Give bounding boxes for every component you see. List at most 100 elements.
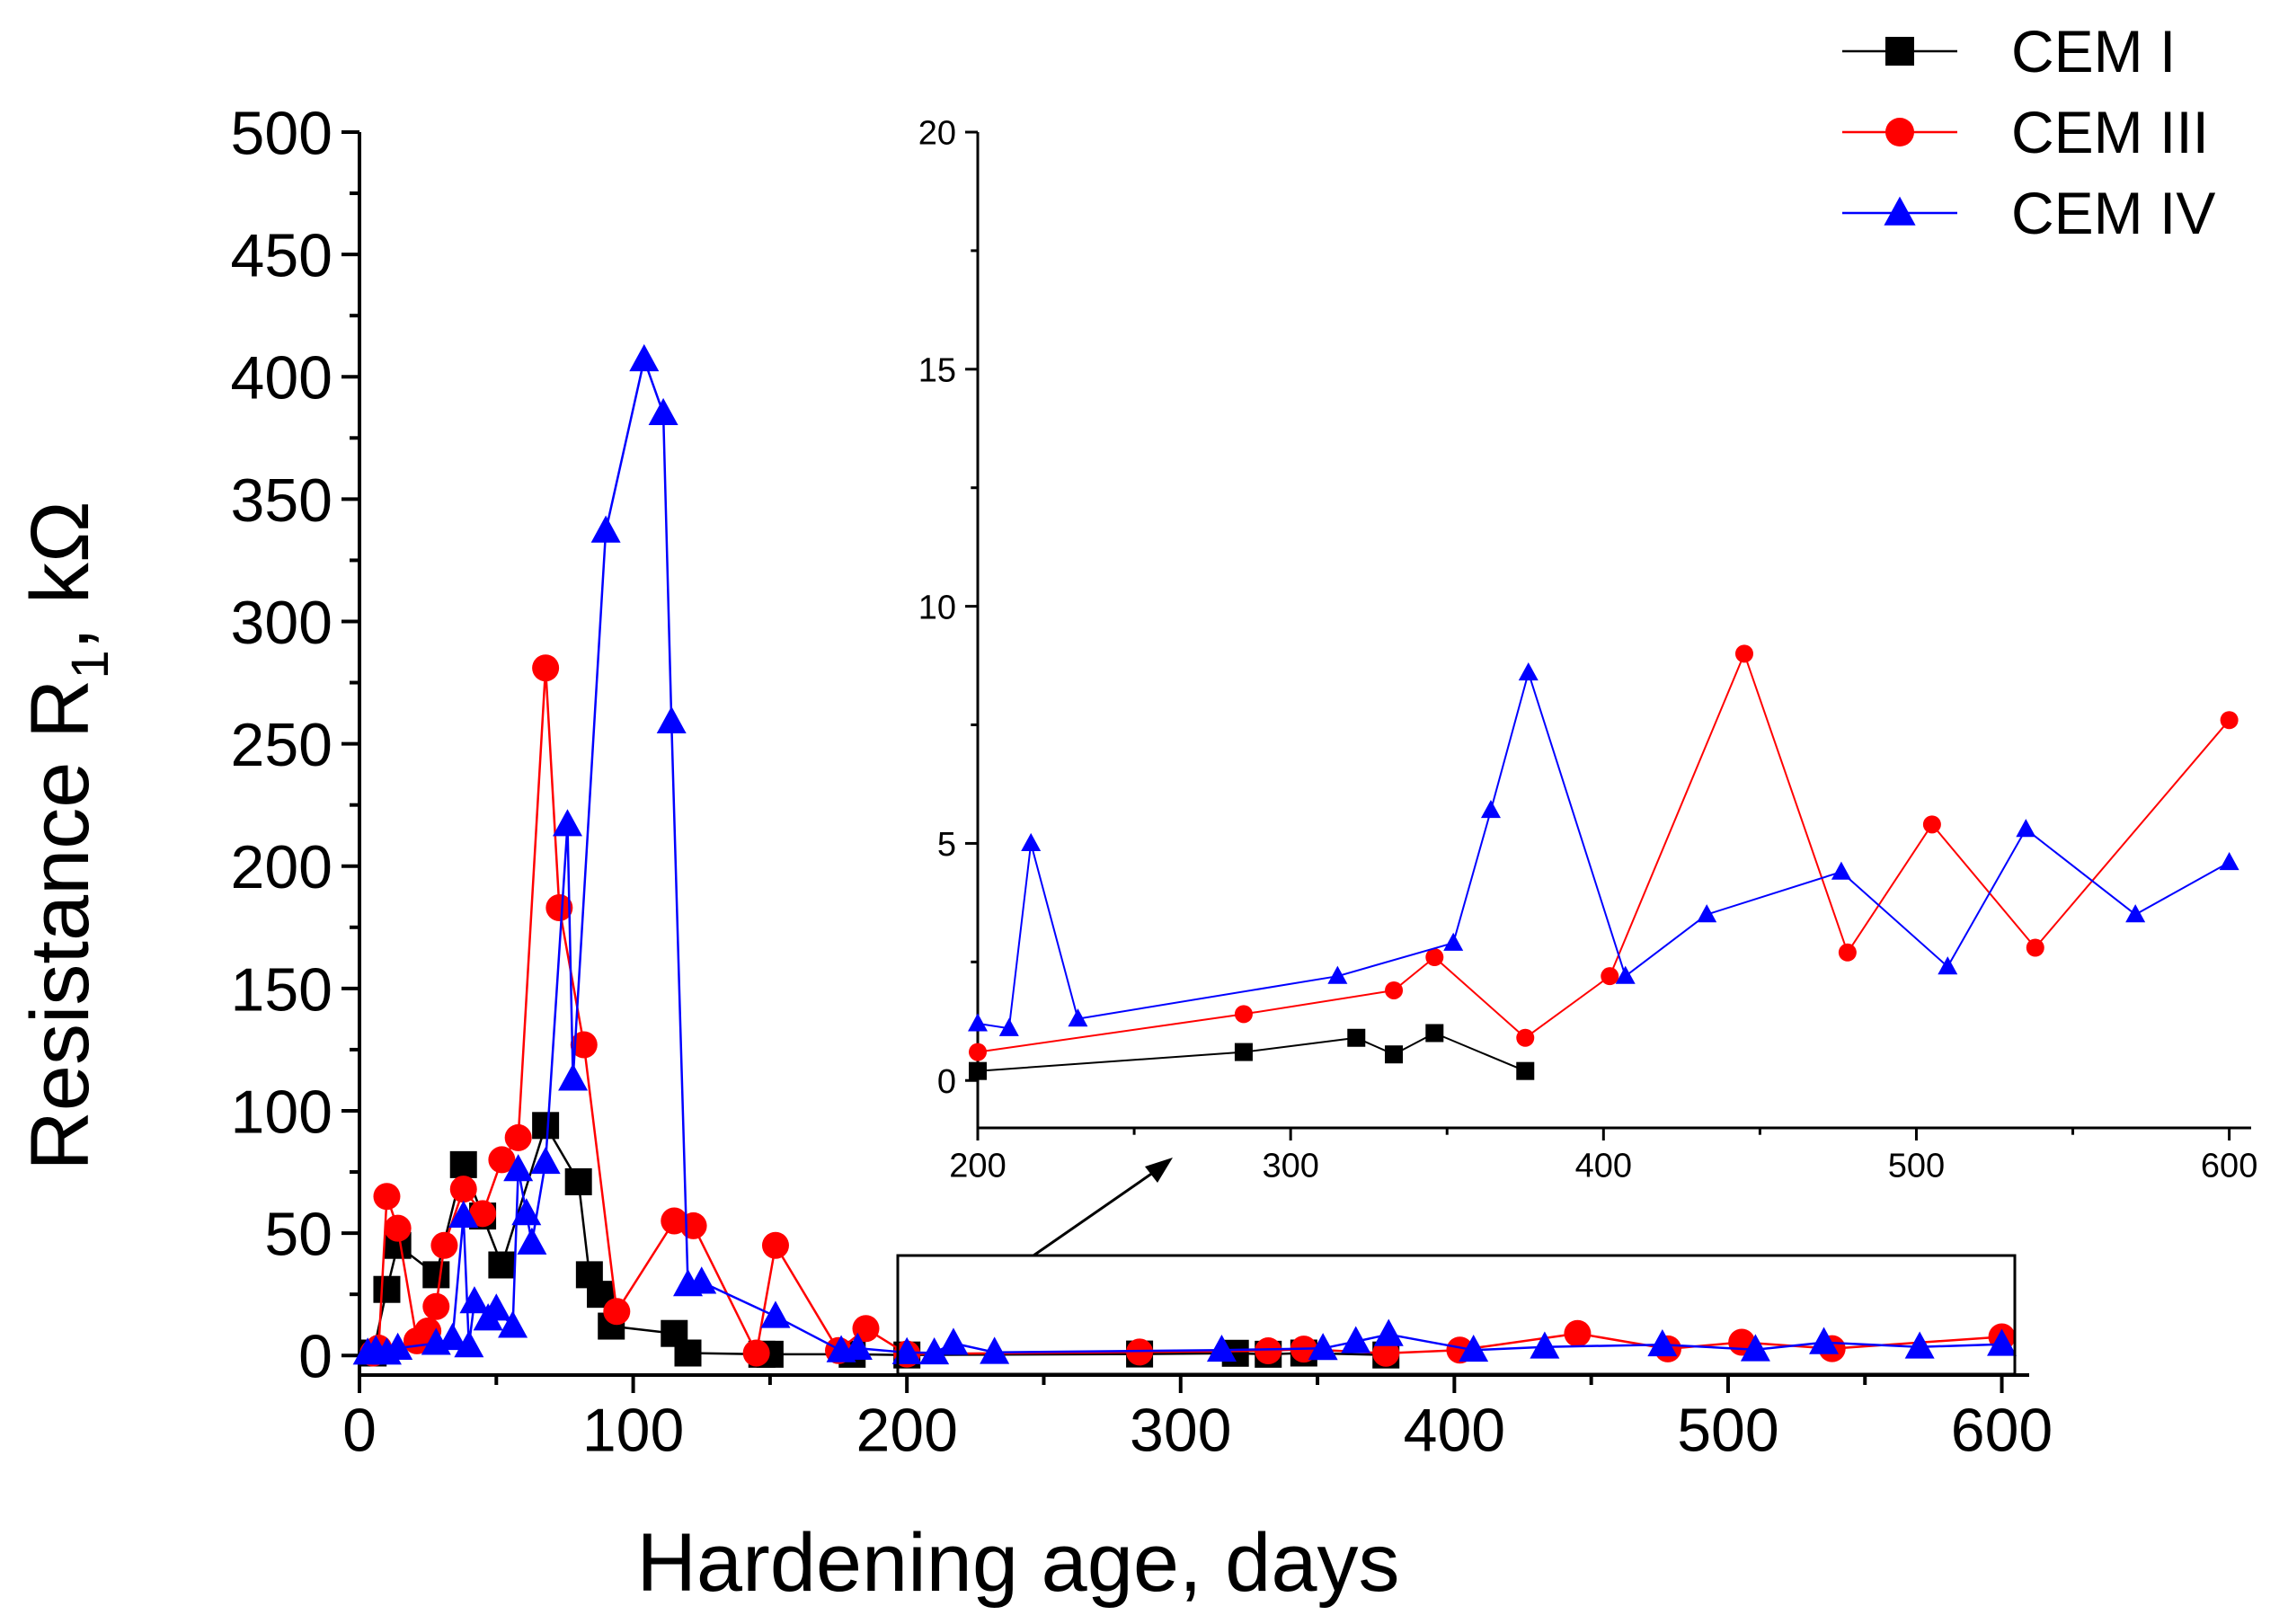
inset-point-cem-iv <box>968 1013 988 1032</box>
main-point-cem-iii <box>422 1292 450 1320</box>
main-point-cem-iv <box>459 1286 490 1314</box>
zoom-arrow-head <box>1145 1158 1173 1183</box>
inset-point-cem-iv <box>1518 661 1539 681</box>
inset-y-tick-label: 0 <box>937 1063 956 1101</box>
main-point-cem-i <box>422 1261 450 1289</box>
main-point-cem-iv <box>1809 1327 1840 1354</box>
inset-point-cem-iv <box>1938 956 1958 975</box>
inset-point-cem-i <box>1385 1045 1404 1064</box>
legend-marker-cem-iii <box>1885 118 1914 146</box>
inset-point-cem-iii <box>1516 1028 1535 1047</box>
main-point-cem-iii <box>430 1231 458 1259</box>
main-y-tick-label: 200 <box>231 833 333 901</box>
inset-x-tick-label: 300 <box>1262 1147 1318 1185</box>
main-series-cem-iv <box>352 343 2018 1365</box>
inset-series-cem-iv <box>968 661 2239 1036</box>
inset-point-cem-iv <box>998 1017 1019 1036</box>
main-point-cem-iv <box>552 809 582 837</box>
main-point-cem-iv <box>511 1198 542 1226</box>
main-point-cem-iv <box>1987 1328 2018 1356</box>
main-y-tick-label: 50 <box>264 1201 333 1269</box>
main-y-tick-label: 100 <box>231 1078 333 1146</box>
main-point-cem-i <box>373 1275 401 1303</box>
main-x-tick-label: 200 <box>856 1396 957 1464</box>
main-point-cem-iv <box>1341 1326 1371 1353</box>
main-point-cem-iv <box>648 397 678 426</box>
main-point-cem-i <box>674 1339 702 1367</box>
main-y-tick-label: 150 <box>231 955 333 1024</box>
main-point-cem-iii <box>504 1123 532 1151</box>
legend-label-cem-i: CEM I <box>2011 18 2176 84</box>
main-point-cem-iv <box>383 1332 413 1360</box>
x-axis-title: Hardening age, days <box>636 1517 1399 1609</box>
main-point-cem-iv <box>448 1200 479 1228</box>
main-point-cem-iii <box>488 1146 516 1174</box>
inset-point-cem-iv <box>2219 852 2239 871</box>
inset-point-cem-iii <box>1601 967 1619 986</box>
main-point-cem-iv <box>1740 1334 1770 1362</box>
inset-point-cem-iv <box>1480 799 1501 819</box>
main-point-cem-iii <box>603 1298 631 1326</box>
main-point-cem-iv <box>760 1300 791 1328</box>
main-y-tick-label: 450 <box>231 222 333 290</box>
inset-x-tick-label: 600 <box>2201 1147 2257 1185</box>
main-point-cem-iii <box>1564 1319 1592 1347</box>
inset-point-cem-iv <box>2016 819 2036 838</box>
inset-point-cem-i <box>1516 1061 1535 1080</box>
inset-point-cem-iii <box>1425 948 1444 967</box>
inset-y-tick-label: 15 <box>918 351 956 389</box>
inset-x-tick-label: 500 <box>1888 1147 1945 1185</box>
main-point-cem-iv <box>1459 1334 1489 1362</box>
legend-marker-cem-i <box>1885 37 1914 66</box>
inset-point-cem-iii <box>969 1043 987 1061</box>
inset-point-cem-iv <box>2125 904 2146 923</box>
main-point-cem-iii <box>1255 1337 1282 1365</box>
main-point-cem-iv <box>938 1327 969 1355</box>
y-axis-title-main: Resistance R <box>14 679 106 1171</box>
main-y-tick-label: 250 <box>231 711 333 779</box>
main-point-cem-iv <box>530 1146 561 1175</box>
inset-series-cem-i <box>969 1024 1535 1080</box>
main-point-cem-iv <box>1308 1333 1338 1361</box>
inset-point-cem-iii <box>2220 711 2239 730</box>
inset-point-cem-iv <box>1068 1008 1088 1027</box>
main-point-cem-iv <box>558 1063 589 1091</box>
inset-point-cem-iii <box>1922 815 1941 834</box>
inset-point-cem-iii <box>1734 644 1753 663</box>
inset-point-cem-i <box>969 1061 987 1080</box>
main-point-cem-i <box>532 1112 560 1140</box>
main-point-cem-iv <box>454 1330 484 1358</box>
main-point-cem-iv <box>498 1310 528 1338</box>
zoom-arrow-line <box>1033 1167 1160 1257</box>
inset-point-cem-i <box>1347 1028 1366 1047</box>
main-point-cem-iv <box>980 1336 1010 1364</box>
main-point-cem-iii <box>545 894 573 922</box>
inset-y-tick-label: 20 <box>918 115 956 153</box>
main-point-cem-iv <box>656 706 687 734</box>
y-axis-title-subscript: 1 <box>61 650 120 679</box>
main-x-tick-label: 0 <box>342 1396 377 1464</box>
inset-point-cem-iv <box>1021 832 1042 852</box>
main-point-cem-iv <box>891 1336 922 1364</box>
main-point-cem-iii <box>1126 1338 1154 1366</box>
main-point-cem-iv <box>503 1154 534 1182</box>
y-axis-title: Resistance R1, kΩ <box>14 501 120 1170</box>
main-point-cem-iv <box>1530 1331 1560 1359</box>
legend-label-cem-iv: CEM IV <box>2011 180 2215 246</box>
inset-point-cem-iii <box>2026 938 2044 957</box>
main-point-cem-iii <box>449 1176 477 1203</box>
inset-point-cem-iii <box>1234 1005 1253 1024</box>
main-y-tick-label: 500 <box>231 99 333 167</box>
main-y-tick-label: 300 <box>231 589 333 657</box>
main-point-cem-iv <box>687 1266 717 1294</box>
main-point-cem-iv <box>438 1322 468 1351</box>
inset-line-cem-i <box>977 1032 1526 1072</box>
legend-marker-cem-iv <box>1884 196 1916 226</box>
inset-point-cem-iii <box>1385 981 1404 999</box>
main-point-cem-iii <box>742 1339 770 1367</box>
main-point-cem-i <box>488 1251 516 1279</box>
main-point-cem-iv <box>1206 1334 1237 1362</box>
